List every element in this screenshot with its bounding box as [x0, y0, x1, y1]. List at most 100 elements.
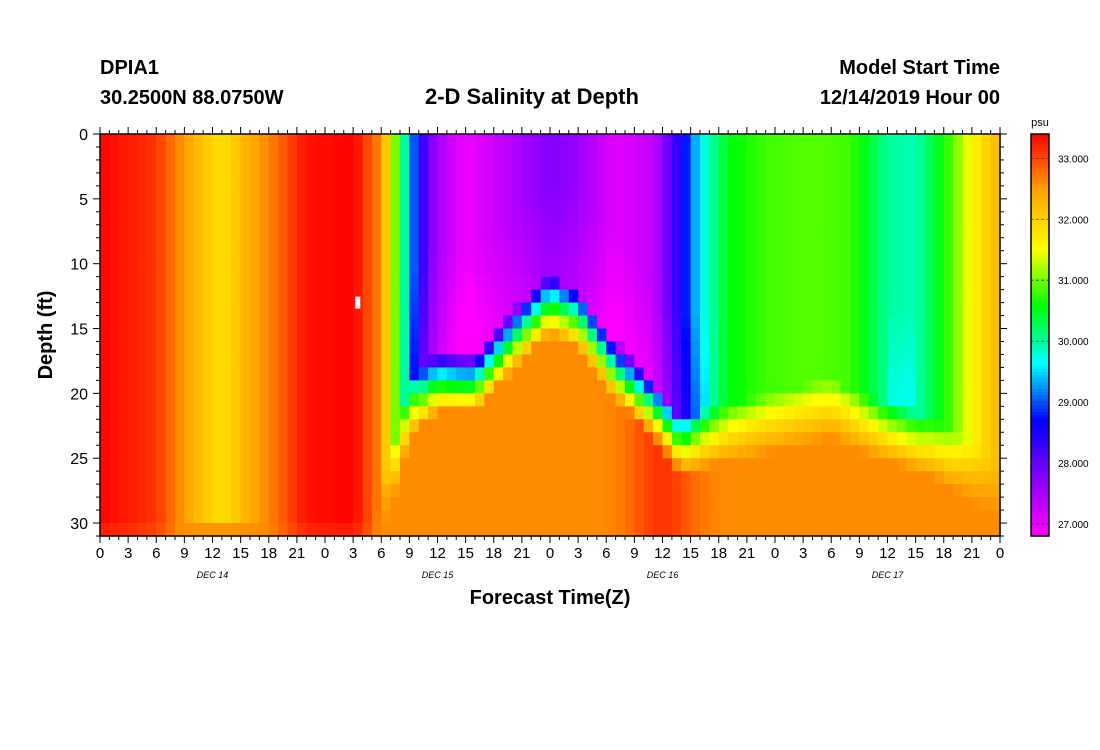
- heatmap-cell: [953, 289, 964, 304]
- heatmap-cell: [653, 380, 664, 394]
- heatmap-cell: [221, 367, 232, 381]
- heatmap-cell: [109, 354, 120, 369]
- heatmap-cell: [325, 367, 335, 381]
- heatmap-cell: [953, 445, 964, 459]
- heatmap-cell: [625, 276, 635, 291]
- heatmap-cell: [775, 289, 785, 304]
- heatmap-cell: [400, 445, 410, 459]
- heatmap-cell: [296, 328, 307, 343]
- heatmap-cell: [990, 211, 1001, 226]
- heatmap-cell: [278, 471, 289, 485]
- heatmap-cell: [606, 471, 617, 485]
- heatmap-cell: [296, 237, 307, 252]
- heatmap-cell: [896, 367, 907, 381]
- heatmap-cell: [109, 471, 120, 485]
- heatmap-cell: [268, 510, 279, 524]
- heatmap-cell: [540, 224, 551, 239]
- heatmap-cell: [840, 523, 851, 537]
- heatmap-cell: [512, 263, 523, 278]
- heatmap-cell: [278, 406, 289, 420]
- heatmap-cell: [643, 432, 654, 446]
- heatmap-cell: [634, 315, 645, 330]
- heatmap-cell: [568, 237, 579, 252]
- heatmap-cell: [221, 172, 232, 187]
- heatmap-cell: [971, 432, 982, 446]
- heatmap-cell: [625, 172, 635, 187]
- colorbar-swatch: [1031, 224, 1049, 229]
- heatmap-cell: [934, 484, 945, 498]
- heatmap-cell: [221, 458, 232, 472]
- heatmap-cell: [728, 211, 739, 226]
- heatmap-cell: [559, 198, 570, 213]
- heatmap-cell: [353, 432, 364, 446]
- heatmap-cell: [596, 523, 607, 537]
- heatmap-cell: [718, 328, 729, 343]
- heatmap-cell: [868, 134, 879, 148]
- heatmap-cell: [587, 380, 598, 394]
- heatmap-cell: [418, 380, 429, 394]
- heatmap-cell: [596, 250, 607, 265]
- heatmap-cell: [896, 419, 907, 433]
- heatmap-cell: [906, 185, 917, 200]
- heatmap-cell: [971, 523, 982, 537]
- heatmap-cell: [943, 276, 954, 291]
- heatmap-cell: [484, 289, 495, 304]
- heatmap-cell: [231, 406, 242, 420]
- heatmap-cell: [859, 302, 870, 317]
- heatmap-cell: [184, 458, 195, 472]
- heatmap-cell: [306, 510, 317, 524]
- heatmap-cell: [803, 276, 814, 291]
- heatmap-cell: [362, 146, 373, 161]
- heatmap-cell: [784, 237, 795, 252]
- heatmap-cell: [137, 185, 148, 200]
- heatmap-cell: [540, 302, 551, 317]
- heatmap-cell: [840, 289, 851, 304]
- heatmap-cell: [587, 497, 598, 511]
- heatmap-cell: [240, 276, 251, 291]
- heatmap-cell: [100, 146, 110, 161]
- heatmap-cell: [278, 276, 289, 291]
- heatmap-cell: [100, 510, 110, 524]
- heatmap-cell: [278, 211, 289, 226]
- heatmap-cell: [634, 419, 645, 433]
- heatmap-cell: [765, 146, 776, 161]
- heatmap-cell: [775, 471, 785, 485]
- heatmap-cell: [559, 510, 570, 524]
- heatmap-cell: [550, 263, 560, 278]
- heatmap-cell: [568, 159, 579, 174]
- heatmap-cell: [559, 484, 570, 498]
- heatmap-cell: [634, 523, 645, 537]
- heatmap-cell: [503, 458, 514, 472]
- heatmap-cell: [962, 289, 973, 304]
- heatmap-cell: [521, 250, 532, 265]
- heatmap-cell: [559, 237, 570, 252]
- heatmap-cell: [831, 367, 842, 381]
- heatmap-cell: [559, 406, 570, 420]
- heatmap-cell: [400, 146, 410, 161]
- heatmap-cell: [362, 237, 373, 252]
- heatmap-cell: [681, 341, 692, 356]
- heatmap-cell: [156, 406, 167, 420]
- heatmap-cell: [128, 432, 139, 446]
- heatmap-cell: [278, 250, 289, 265]
- heatmap-cell: [465, 510, 476, 524]
- heatmap-cell: [831, 458, 842, 472]
- heatmap-cell: [653, 523, 664, 537]
- heatmap-cell: [840, 445, 851, 459]
- heatmap-cell: [728, 134, 739, 148]
- heatmap-cell: [915, 250, 926, 265]
- heatmap-cell: [296, 406, 307, 420]
- heatmap-cell: [606, 134, 617, 148]
- heatmap-cell: [137, 419, 148, 433]
- heatmap-cell: [287, 341, 298, 356]
- heatmap-cell: [990, 432, 1001, 446]
- heatmap-cell: [887, 134, 898, 148]
- colorbar-swatch: [1031, 174, 1049, 179]
- heatmap-cell: [418, 224, 429, 239]
- heatmap-cell: [896, 302, 907, 317]
- heatmap-cell: [550, 432, 560, 446]
- heatmap-cell: [934, 432, 945, 446]
- heatmap-cell: [709, 445, 720, 459]
- colorbar-swatch: [1031, 381, 1049, 386]
- heatmap-cell: [756, 341, 767, 356]
